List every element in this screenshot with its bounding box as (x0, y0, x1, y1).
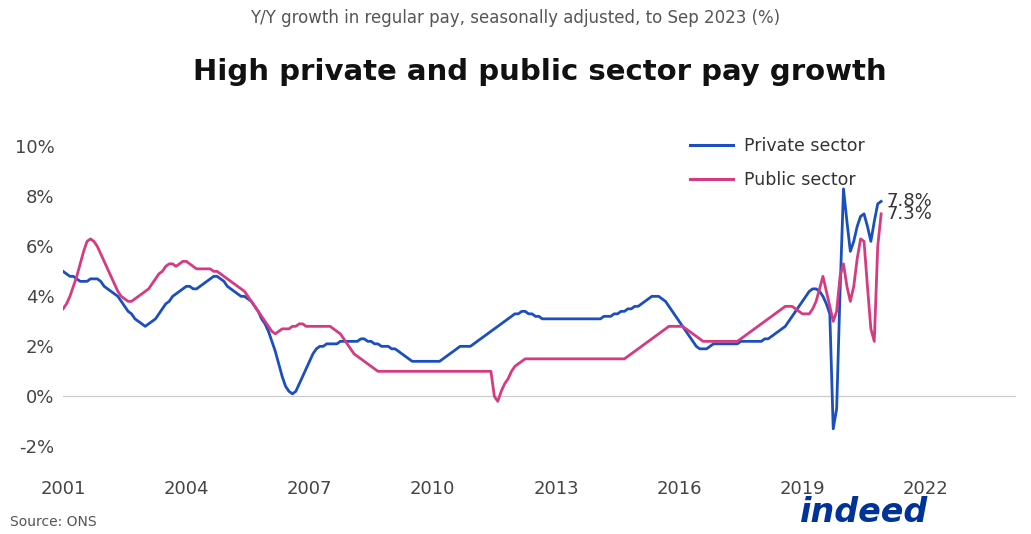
Text: indeed: indeed (800, 496, 928, 529)
Text: Y/Y growth in regular pay, seasonally adjusted, to Sep 2023 (%): Y/Y growth in regular pay, seasonally ad… (251, 9, 780, 27)
Text: 7.3%: 7.3% (886, 205, 932, 223)
Text: 7.8%: 7.8% (886, 192, 932, 210)
Text: Source: ONS: Source: ONS (10, 515, 97, 529)
Legend: Private sector, Public sector: Private sector, Public sector (690, 137, 864, 189)
Title: High private and public sector pay growth: High private and public sector pay growt… (193, 58, 887, 86)
